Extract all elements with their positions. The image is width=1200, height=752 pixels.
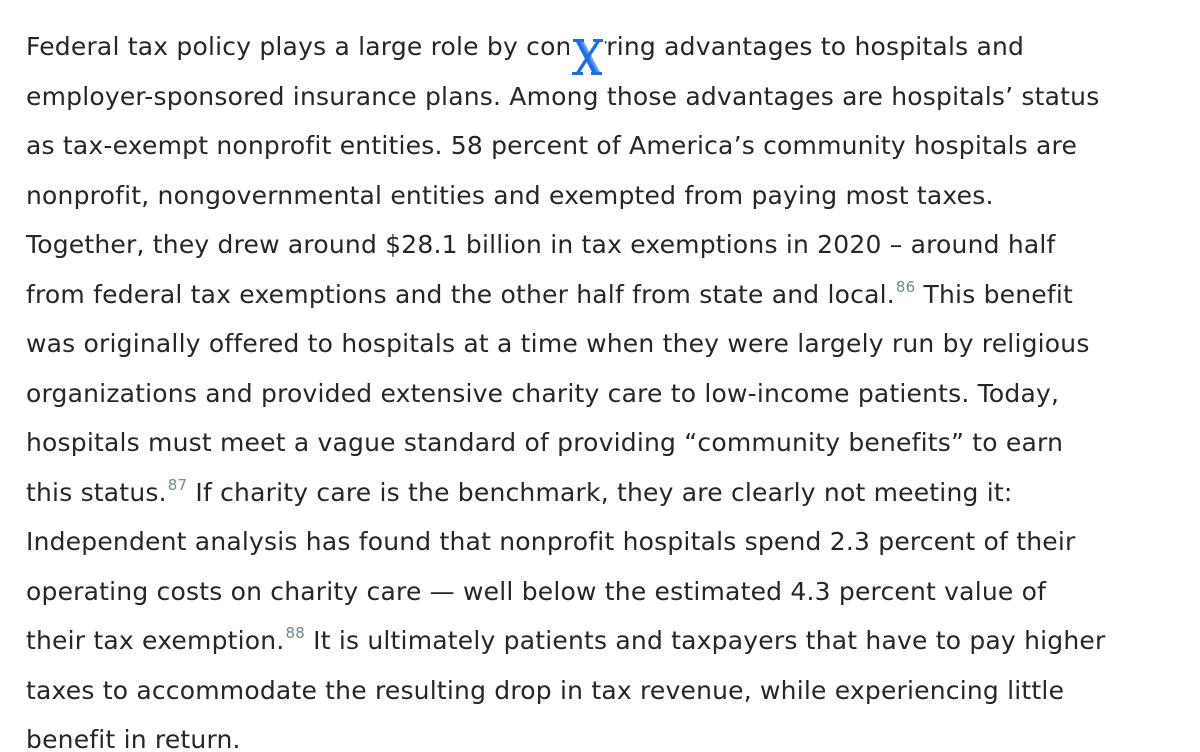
footnote-link-87[interactable]: 87 [167,475,188,494]
text-line: Together, they drew around $28.1 billion… [26,230,1056,259]
text-line: as tax-exempt nonprofit entities. 58 per… [26,131,1078,160]
text-segment: It is ultimately patients and taxpayers … [304,626,1106,655]
text-line: benefit in return. [26,725,241,752]
text-line: their tax exemption.88 It is ultimately … [26,616,1186,666]
text-line: from federal tax exemptions and the othe… [26,270,1186,320]
text-line: organizations and provided extensive cha… [26,378,1060,408]
text-line: employer-sponsored insurance plans. Amon… [26,81,1100,111]
footnote-link-88[interactable]: 88 [285,624,305,642]
text-line: taxes to accommodate the resulting drop … [26,675,1065,705]
x-logo-icon [569,32,605,78]
article-paragraph: Federal tax policy plays a large role by… [26,22,1186,752]
text-line: this status.87 If charity care is the be… [26,468,1186,518]
text-line: Federal tax policy plays a large role by… [26,32,1025,61]
text-line: operating costs on charity care — well b… [26,576,1047,606]
text-segment: If charity care is the benchmark, they a… [187,477,1013,507]
text-segment: this status. [26,477,167,507]
text-line: was originally offered to hospitals at a… [26,329,1090,358]
text-line: nonprofit, nongovernmental entities and … [26,180,994,210]
text-line: hospitals must meet a vague standard of … [26,428,1064,457]
footnote-link-86[interactable]: 86 [895,277,916,296]
text-segment: This benefit [915,279,1073,309]
text-segment: from federal tax exemptions and the othe… [26,279,895,309]
text-line: Independent analysis has found that nonp… [26,527,1076,556]
text-segment: their tax exemption. [26,626,285,655]
